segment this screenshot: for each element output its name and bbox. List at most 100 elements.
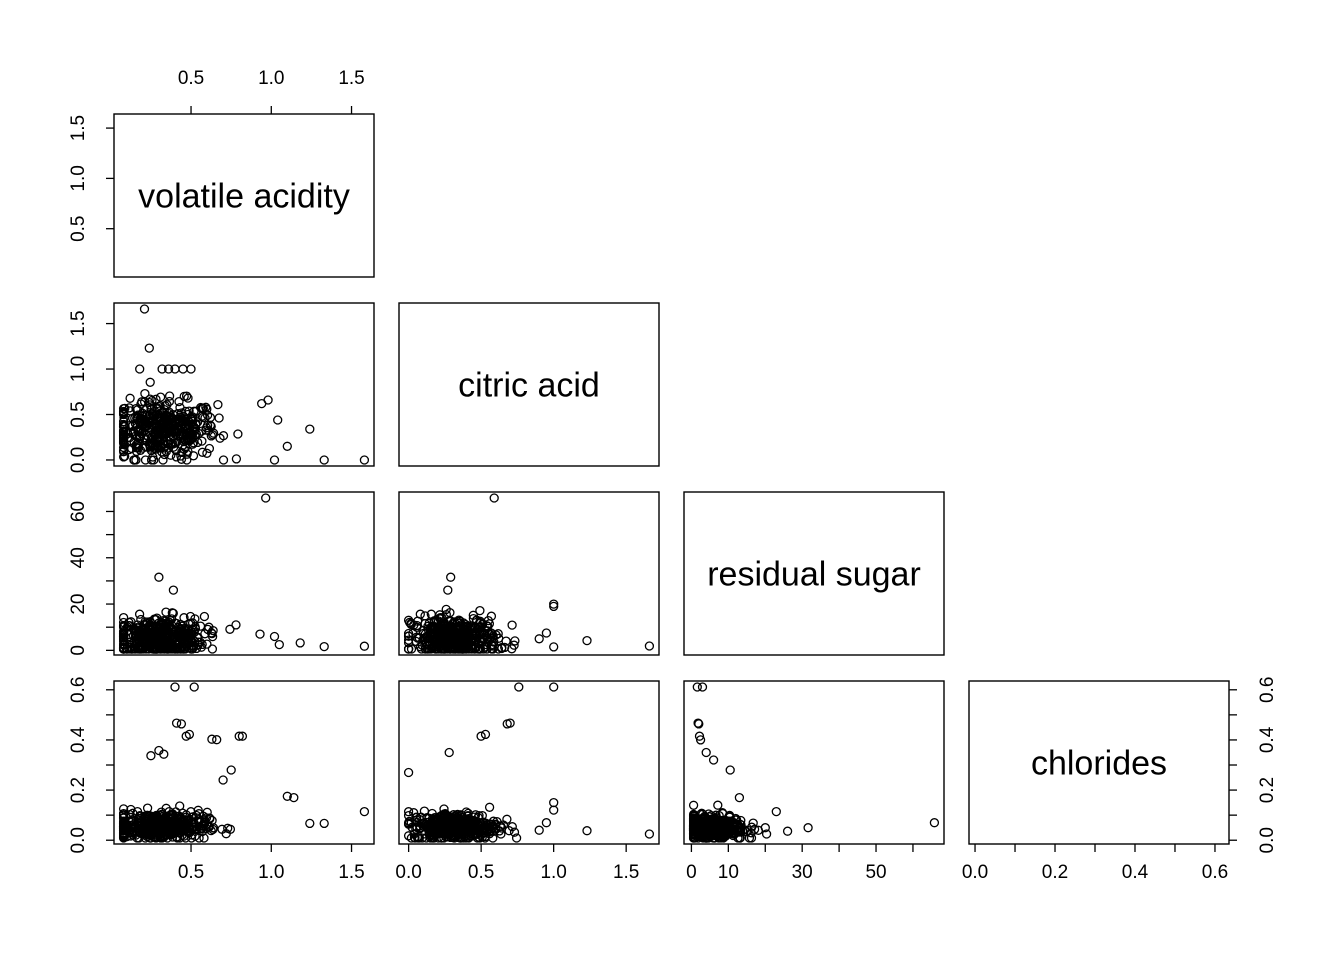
data-point (163, 408, 174, 419)
data-point (688, 800, 699, 810)
data-point (440, 820, 450, 831)
data-point (476, 731, 486, 741)
data-point (582, 635, 592, 646)
data-point (168, 585, 179, 595)
x-tick-label: 50 (865, 862, 886, 883)
data-point (694, 719, 704, 729)
data-point (467, 640, 477, 650)
data-point (131, 446, 142, 457)
panel-frame-1-1 (398, 302, 660, 467)
data-point (282, 441, 292, 451)
x-tick-label: 0.6 (1202, 862, 1228, 883)
data-point (180, 428, 190, 439)
y-tick-label-right: 0.2 (1257, 777, 1278, 803)
data-point (207, 734, 217, 744)
data-point (541, 628, 552, 638)
data-point (454, 814, 465, 824)
data-point (771, 806, 781, 817)
y-tick-label: 1.5 (68, 115, 89, 141)
y-tick-label: 1.0 (68, 165, 89, 191)
x-tick-label: 1.5 (338, 862, 364, 883)
data-point (196, 821, 207, 831)
data-point (131, 440, 142, 450)
data-point (186, 364, 196, 374)
data-point (424, 813, 434, 823)
y-tick-label: 0.0 (68, 827, 89, 853)
data-point (185, 430, 195, 440)
data-point (144, 343, 154, 353)
data-point (455, 833, 466, 843)
data-point (161, 446, 171, 457)
y-tick-label: 0.5 (68, 401, 89, 427)
data-point (184, 821, 194, 831)
data-point (261, 493, 271, 503)
data-point (176, 719, 187, 729)
data-point (403, 644, 414, 654)
y-tick-label: 0.2 (68, 777, 89, 803)
data-point (295, 638, 305, 648)
data-point (431, 829, 442, 840)
data-point (118, 419, 129, 430)
data-point (514, 682, 524, 692)
data-point (218, 455, 229, 465)
data-point (237, 731, 248, 741)
y-tick-label: 40 (68, 547, 89, 568)
data-point (688, 811, 699, 822)
data-point (146, 821, 156, 832)
data-point (269, 631, 280, 642)
data-point (202, 807, 212, 817)
data-point (204, 443, 215, 454)
data-point (746, 833, 757, 843)
x-tick-label: 0.5 (178, 862, 204, 883)
y-tick-label-right: 0.4 (1257, 726, 1278, 753)
data-point (436, 811, 446, 821)
data-point (171, 452, 182, 462)
data-point (204, 622, 214, 632)
data-point (145, 377, 155, 387)
data-point (489, 493, 499, 503)
data-point (255, 629, 265, 639)
data-point (145, 441, 155, 452)
panel-frame-3-2 (683, 680, 945, 845)
data-point (164, 396, 175, 407)
data-point (692, 682, 702, 692)
data-point (183, 814, 194, 825)
data-point (225, 624, 235, 634)
data-point (427, 827, 437, 837)
data-point (319, 455, 329, 465)
data-point (549, 805, 559, 815)
data-point (135, 364, 145, 374)
y-tick-label: 0.0 (68, 447, 89, 473)
x-tick-label: 0 (686, 862, 697, 883)
data-point (139, 304, 150, 314)
data-point (181, 430, 192, 440)
data-point (729, 819, 739, 829)
data-point (124, 816, 134, 826)
data-point (189, 406, 199, 416)
data-point (164, 391, 175, 401)
data-point (510, 636, 520, 646)
data-point (195, 637, 205, 647)
data-point (136, 614, 146, 625)
data-point (177, 635, 188, 645)
data-point (125, 393, 135, 403)
data-point (169, 418, 180, 428)
data-point (179, 613, 189, 623)
data-point (490, 820, 500, 830)
data-point (199, 611, 210, 622)
data-point (406, 644, 417, 654)
data-point (470, 810, 481, 820)
data-point (172, 833, 182, 843)
panel-frame-3-1 (398, 680, 660, 845)
data-point (196, 402, 206, 413)
data-point (731, 813, 741, 824)
data-point (437, 810, 447, 820)
data-point (163, 364, 174, 374)
data-point (144, 422, 154, 433)
data-point (158, 423, 169, 433)
data-point (118, 628, 129, 638)
data-point (441, 604, 451, 615)
y-tick-label-right: 0.0 (1257, 827, 1278, 853)
data-point (140, 455, 151, 465)
